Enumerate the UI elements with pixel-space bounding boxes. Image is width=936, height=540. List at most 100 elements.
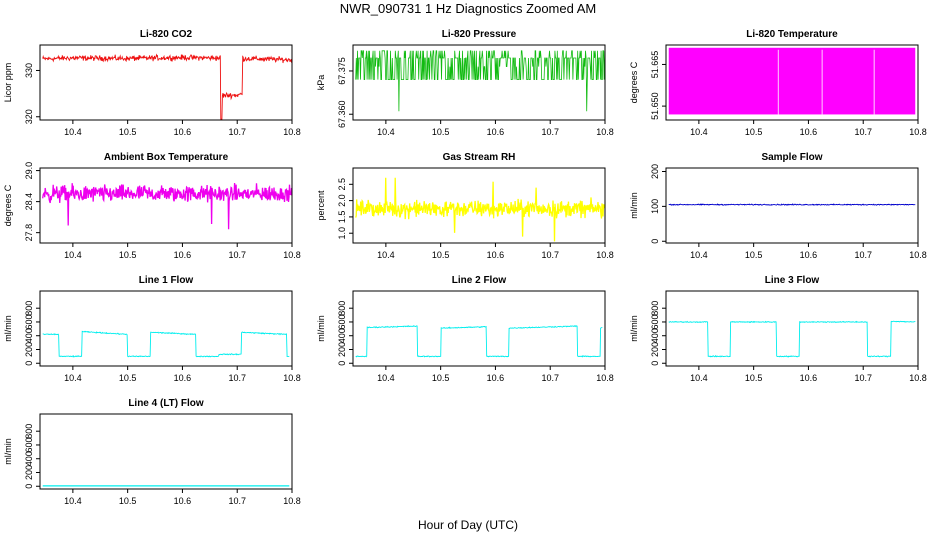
series-line (355, 50, 605, 112)
x-tick-label: 10.8 (283, 250, 301, 260)
x-tick-label: 10.7 (228, 496, 246, 506)
panel-title: Line 3 Flow (765, 275, 820, 286)
plot-frame (665, 44, 919, 121)
x-tick-label: 10.7 (228, 127, 246, 137)
x-tick-label: 10.5 (119, 250, 137, 260)
y-axis-label: degrees C (629, 61, 639, 103)
series-line (668, 320, 916, 358)
y-tick-label: 67.375 (337, 57, 347, 85)
panel-title: Li-820 CO2 (140, 29, 193, 40)
y-axis-label: ml/min (629, 192, 639, 219)
x-tick-label: 10.8 (909, 250, 927, 260)
x-tick-label: 10.5 (432, 127, 450, 137)
y-tick-label: 2.5 (337, 178, 347, 191)
plot-frame (39, 44, 293, 121)
x-tick-label: 10.8 (596, 250, 614, 260)
y-axis-label: ml/min (3, 315, 13, 342)
panel-rh: Gas Stream RH percent 10.4 10.5 10.6 10.7 10.8… (316, 152, 614, 260)
panel-line3: Line 3 Flow ml/min 10.4 10.5 10.6 10.7 10.8 0 20… (629, 275, 927, 383)
y-tick-label: 320 (24, 109, 34, 124)
x-axis-label: Hour of Day (UTC) (417, 518, 518, 532)
x-tick-label: 10.7 (854, 373, 872, 383)
y-tick-label: 400 (650, 328, 660, 343)
x-tick-label: 10.6 (800, 127, 818, 137)
y-tick-label: 800 (650, 301, 660, 316)
panel-title: Ambient Box Temperature (104, 152, 229, 163)
panel-title: Sample Flow (761, 152, 822, 163)
plot-frame (352, 167, 606, 244)
x-tick-label: 10.7 (541, 127, 559, 137)
y-tick-label: 2.0 (337, 194, 347, 207)
y-tick-label: 0 (24, 484, 34, 489)
panel-ambient: Ambient Box Temperature degrees C 10.4 10.5… (3, 152, 301, 260)
x-tick-label: 10.8 (596, 127, 614, 137)
x-tick-label: 10.6 (800, 250, 818, 260)
series-line (668, 203, 916, 206)
y-tick-label: 1.5 (337, 211, 347, 224)
x-tick-label: 10.5 (745, 373, 763, 383)
plot-frame (665, 167, 919, 244)
x-tick-label: 10.4 (690, 373, 708, 383)
x-tick-label: 10.5 (119, 373, 137, 383)
x-tick-label: 10.5 (119, 127, 137, 137)
y-tick-label: 600 (337, 314, 347, 329)
y-tick-label: 1.0 (337, 227, 347, 240)
x-tick-label: 10.6 (800, 373, 818, 383)
x-tick-label: 10.4 (64, 127, 82, 137)
plot-frame (352, 290, 606, 367)
y-tick-label: 51.665 (650, 51, 660, 79)
y-axis-label: kPa (316, 75, 326, 91)
x-tick-label: 10.4 (64, 373, 82, 383)
y-tick-label: 400 (24, 328, 34, 343)
x-tick-label: 10.6 (487, 250, 505, 260)
x-tick-label: 10.7 (854, 127, 872, 137)
panel-line2: Line 2 Flow ml/min 10.4 10.5 10.6 10.7 10.8 0 20… (316, 275, 614, 383)
panel-title: Line 2 Flow (452, 275, 507, 286)
y-tick-label: 51.650 (650, 92, 660, 120)
panel-title: Li-820 Pressure (442, 29, 517, 40)
y-tick-label: 600 (24, 314, 34, 329)
y-tick-label: 100 (650, 199, 660, 214)
y-tick-label: 200 (24, 465, 34, 480)
x-tick-label: 10.4 (377, 250, 395, 260)
x-tick-label: 10.8 (909, 127, 927, 137)
x-tick-label: 10.7 (854, 250, 872, 260)
plot-frame (39, 413, 293, 490)
figure-title: NWR_090731 1 Hz Diagnostics Zoomed AM (339, 1, 597, 16)
x-tick-label: 10.6 (174, 250, 192, 260)
y-axis-label: degrees C (3, 184, 13, 226)
x-tick-label: 10.4 (377, 373, 395, 383)
x-tick-label: 10.6 (174, 496, 192, 506)
x-tick-label: 10.4 (64, 250, 82, 260)
panel-title: Line 4 (LT) Flow (128, 398, 204, 409)
panel-line4: Line 4 (LT) Flow ml/min 10.4 10.5 10.6 10.7 10… (3, 398, 301, 506)
x-tick-label: 10.5 (432, 250, 450, 260)
x-tick-label: 10.8 (596, 373, 614, 383)
panel-title: Li-820 Temperature (746, 29, 838, 40)
y-tick-label: 600 (24, 437, 34, 452)
series-area (668, 47, 916, 115)
x-tick-label: 10.7 (541, 250, 559, 260)
x-tick-label: 10.5 (745, 250, 763, 260)
x-tick-label: 10.4 (690, 127, 708, 137)
x-tick-label: 10.4 (690, 250, 708, 260)
y-tick-label: 27.8 (24, 224, 34, 242)
x-tick-label: 10.6 (174, 373, 192, 383)
y-tick-label: 200 (337, 342, 347, 357)
panel-line1: Line 1 Flow ml/min 10.4 10.5 10.6 10.7 10.8 0 20… (3, 275, 301, 383)
y-tick-label: 400 (24, 451, 34, 466)
y-axis-label: ml/min (629, 315, 639, 342)
x-tick-label: 10.7 (541, 373, 559, 383)
y-axis-label: ml/min (316, 315, 326, 342)
x-tick-label: 10.5 (119, 496, 137, 506)
x-tick-label: 10.7 (228, 373, 246, 383)
y-tick-label: 600 (650, 314, 660, 329)
y-tick-label: 0 (650, 239, 660, 244)
x-tick-label: 10.5 (745, 127, 763, 137)
plot-frame (665, 290, 919, 367)
x-tick-label: 10.5 (432, 373, 450, 383)
series-line (355, 325, 603, 358)
plot-frame (39, 290, 293, 367)
x-tick-label: 10.4 (377, 127, 395, 137)
